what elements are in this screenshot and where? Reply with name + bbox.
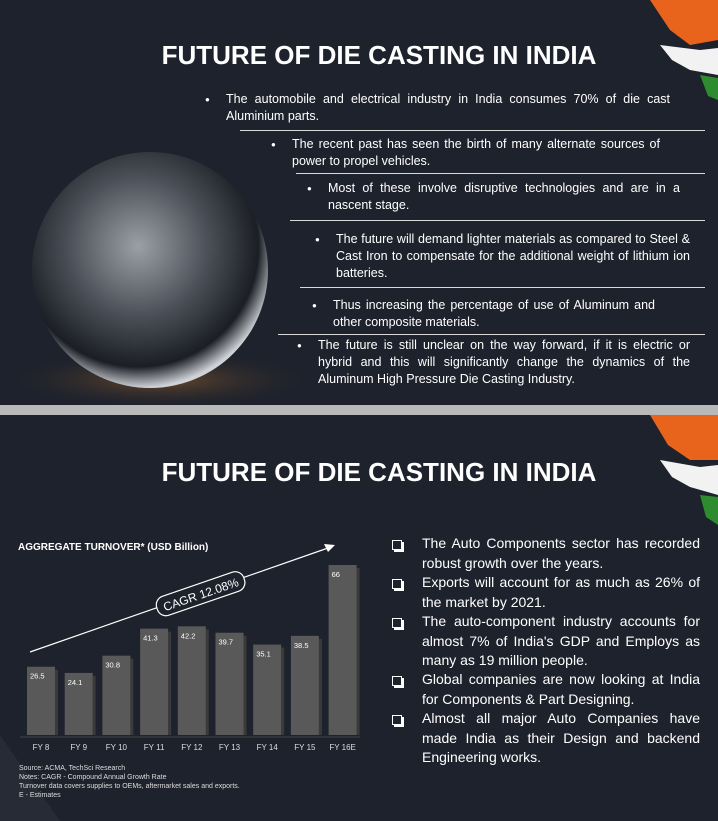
bar-side xyxy=(318,638,322,735)
x-tick-label: FY 14 xyxy=(257,743,279,752)
bar xyxy=(27,666,55,735)
bullet: The Auto Components sector has recorded … xyxy=(422,535,700,571)
data-label: 30.8 xyxy=(105,661,120,670)
bar-side xyxy=(356,568,360,735)
bullet: Almost all major Auto Companies have mad… xyxy=(422,710,700,765)
bar-side xyxy=(168,631,172,735)
bar xyxy=(177,626,206,735)
x-tick-label: FY 15 xyxy=(294,743,316,752)
x-tick-label: FY 8 xyxy=(33,743,50,752)
bullet: Most of these involve disruptive technol… xyxy=(307,180,680,214)
slide-2: AGGREGATE TURNOVER* (USD Billion) 26.5 FY … xyxy=(0,415,718,821)
bar-side xyxy=(281,647,285,735)
data-label: 24.1 xyxy=(68,678,83,687)
bullet: Exports will account for as much as 26% … xyxy=(422,574,700,610)
data-label: 42.2 xyxy=(181,631,196,640)
bullet: Thus increasing the percentage of use of… xyxy=(312,297,655,331)
gear xyxy=(650,0,718,100)
bullet: The automobile and electrical industry i… xyxy=(205,91,670,125)
slide-1: FUTURE OF DIE CASTING IN INDIA The autom… xyxy=(0,0,718,405)
checkbox-icon xyxy=(392,579,402,589)
note: Turnover data covers supplies to OEMs, a… xyxy=(19,783,240,790)
annotation: CAGR 12.08% xyxy=(155,571,246,617)
bullet: The recent past has seen the birth of ma… xyxy=(271,136,660,170)
corner-shape xyxy=(0,735,60,821)
data-label: 26.5 xyxy=(30,672,45,681)
slide-title: FUTURE OF DIE CASTING IN INDIA xyxy=(161,457,597,487)
note: Source: ACMA, TechSci Research xyxy=(19,765,125,772)
bullet: Global companies are now looking at Indi… xyxy=(422,671,700,707)
bullet: The future is still unclear on the way f… xyxy=(297,337,690,388)
x-tick-label: FY 10 xyxy=(106,743,128,752)
data-label: 66 xyxy=(332,570,340,579)
separator xyxy=(278,334,705,335)
bar-side xyxy=(130,658,134,735)
bar xyxy=(290,635,319,735)
bar-side xyxy=(55,669,58,735)
data-label: 38.5 xyxy=(294,641,309,650)
bar xyxy=(64,672,93,735)
bar-side xyxy=(243,635,247,735)
note: E - Estimates xyxy=(19,792,61,799)
bar xyxy=(102,655,131,735)
data-label: 41.3 xyxy=(143,634,158,643)
x-tick-label: FY 11 xyxy=(144,743,165,752)
slide-title: FUTURE OF DIE CASTING IN INDIA xyxy=(161,40,597,70)
bar xyxy=(215,632,244,735)
checkbox-icon xyxy=(392,540,402,550)
arrow-head xyxy=(324,544,335,552)
bullet: The future will demand lighter materials… xyxy=(315,231,690,282)
separator xyxy=(240,130,705,131)
slide-1-art xyxy=(0,0,718,405)
chart: AGGREGATE TURNOVER* (USD Billion) 26.5 FY … xyxy=(0,415,718,821)
bullet: The auto-component industry accounts for… xyxy=(422,613,700,668)
x-tick-label: FY 9 xyxy=(70,743,87,752)
note: Notes: CAGR - Compound Annual Growth Rat… xyxy=(19,774,167,781)
x-tick-label: FY 13 xyxy=(219,743,241,752)
annotation-box xyxy=(155,571,246,617)
chart-title: AGGREGATE TURNOVER* (USD Billion) xyxy=(18,542,208,553)
data-label: 35.1 xyxy=(256,650,271,659)
bar xyxy=(140,628,169,735)
bar-side xyxy=(205,629,209,735)
checkbox-icon xyxy=(392,676,402,686)
x-tick-label: FY 12 xyxy=(181,743,203,752)
x-tick-label: FY 16E xyxy=(329,743,356,752)
separator xyxy=(296,173,705,174)
checkbox-icon xyxy=(392,618,402,628)
data-label: 39.7 xyxy=(219,638,234,647)
separator xyxy=(300,287,705,288)
gear xyxy=(650,415,718,525)
glass-ball xyxy=(32,152,268,388)
checkbox-icon xyxy=(392,715,402,725)
bar-side xyxy=(92,675,96,735)
separator xyxy=(290,220,705,221)
bar xyxy=(253,644,282,735)
bar xyxy=(328,565,357,735)
